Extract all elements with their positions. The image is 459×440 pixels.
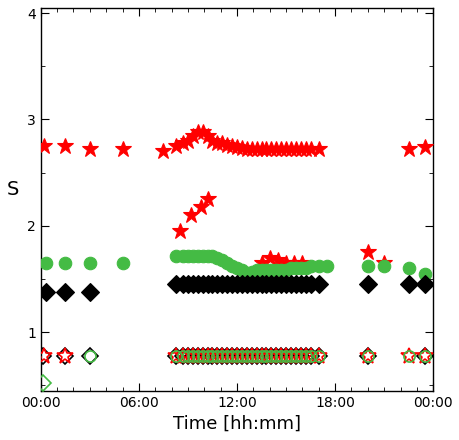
Y-axis label: S: S [7, 180, 19, 199]
X-axis label: Time [hh:mm]: Time [hh:mm] [173, 415, 300, 433]
